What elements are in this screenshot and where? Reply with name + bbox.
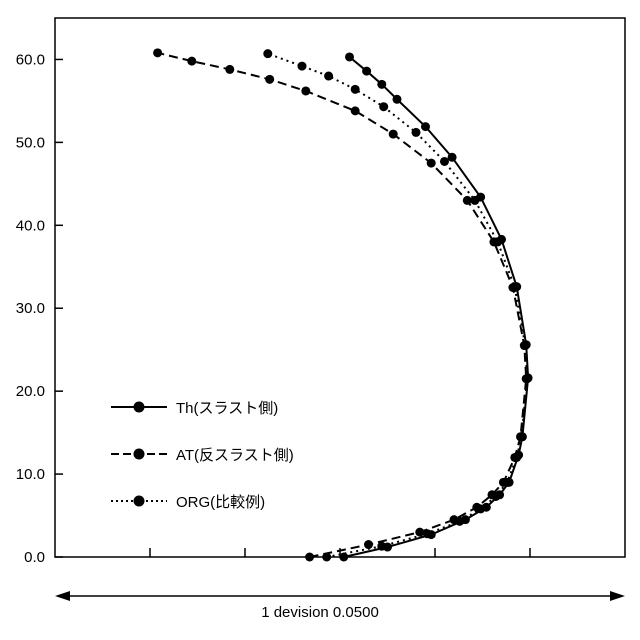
legend-line-dashed-icon	[111, 448, 167, 460]
legend-label-th: Th(スラスト側)	[176, 399, 279, 417]
y-tick-label: 30.0	[16, 300, 45, 317]
series-marker-1	[415, 527, 425, 537]
series-marker-2	[455, 516, 465, 526]
series-line-2	[267, 52, 529, 558]
series-marker-2	[411, 127, 421, 137]
series-marker-0	[362, 66, 372, 76]
series-marker-1	[364, 540, 373, 550]
scale-annotation: 1 devision 0.0500	[261, 604, 379, 621]
series-marker-1	[388, 129, 398, 139]
y-tick-label: 10.0	[16, 466, 45, 483]
y-tick-label: 20.0	[16, 383, 45, 400]
series-marker-2	[522, 374, 532, 384]
series-marker-2	[440, 156, 449, 166]
series-marker-2	[422, 529, 432, 539]
series-marker-2	[379, 102, 389, 112]
series-marker-2	[350, 84, 360, 94]
scale-arrow-right-icon	[610, 591, 625, 601]
series-marker-2	[502, 477, 512, 487]
series-marker-2	[520, 341, 530, 351]
series-marker-2	[493, 237, 503, 247]
series-marker-2	[297, 61, 307, 71]
series-marker-2	[512, 452, 522, 462]
y-tick-label: 0.0	[24, 549, 45, 566]
series-marker-2	[470, 195, 480, 205]
series-marker-2	[263, 49, 273, 59]
legend-label-at: AT(反スラスト側)	[176, 446, 294, 464]
series-marker-2	[491, 491, 501, 501]
legend: Th(スラスト側) AT(反スラスト側) ORG(比較例)	[110, 399, 294, 511]
legend-label-org: ORG(比較例)	[176, 493, 266, 511]
y-tick-label: 40.0	[16, 217, 45, 234]
series-marker-1	[426, 158, 436, 168]
series-marker-2	[322, 552, 332, 562]
legend-item-org: ORG(比較例)	[110, 493, 294, 511]
series-marker-0	[345, 52, 354, 62]
legend-item-at: AT(反スラスト側)	[110, 446, 294, 464]
legend-line-solid-icon	[111, 401, 167, 413]
series-marker-0	[421, 122, 430, 132]
series-marker-1	[350, 106, 360, 116]
series-marker-1	[153, 48, 163, 58]
y-tick-label: 60.0	[16, 51, 45, 68]
series-marker-2	[476, 504, 486, 514]
series-marker-2	[324, 71, 334, 81]
legend-line-dotted-icon	[111, 495, 167, 507]
series-marker-0	[377, 79, 387, 89]
series-marker-1	[225, 64, 235, 74]
series-marker-1	[301, 86, 311, 96]
y-tick-label: 50.0	[16, 134, 45, 151]
series-marker-1	[305, 552, 315, 562]
series-marker-1	[265, 74, 275, 84]
legend-item-th: Th(スラスト側)	[110, 399, 294, 417]
series-marker-0	[447, 152, 457, 162]
series-marker-1	[462, 195, 472, 205]
series-marker-1	[187, 56, 197, 66]
series-marker-2	[510, 283, 520, 292]
scale-arrow-left-icon	[55, 591, 70, 601]
series-marker-0	[339, 552, 349, 562]
series-marker-2	[377, 541, 387, 551]
series-marker-0	[392, 94, 402, 104]
series-marker-2	[516, 432, 526, 442]
series-line-1	[157, 51, 528, 558]
